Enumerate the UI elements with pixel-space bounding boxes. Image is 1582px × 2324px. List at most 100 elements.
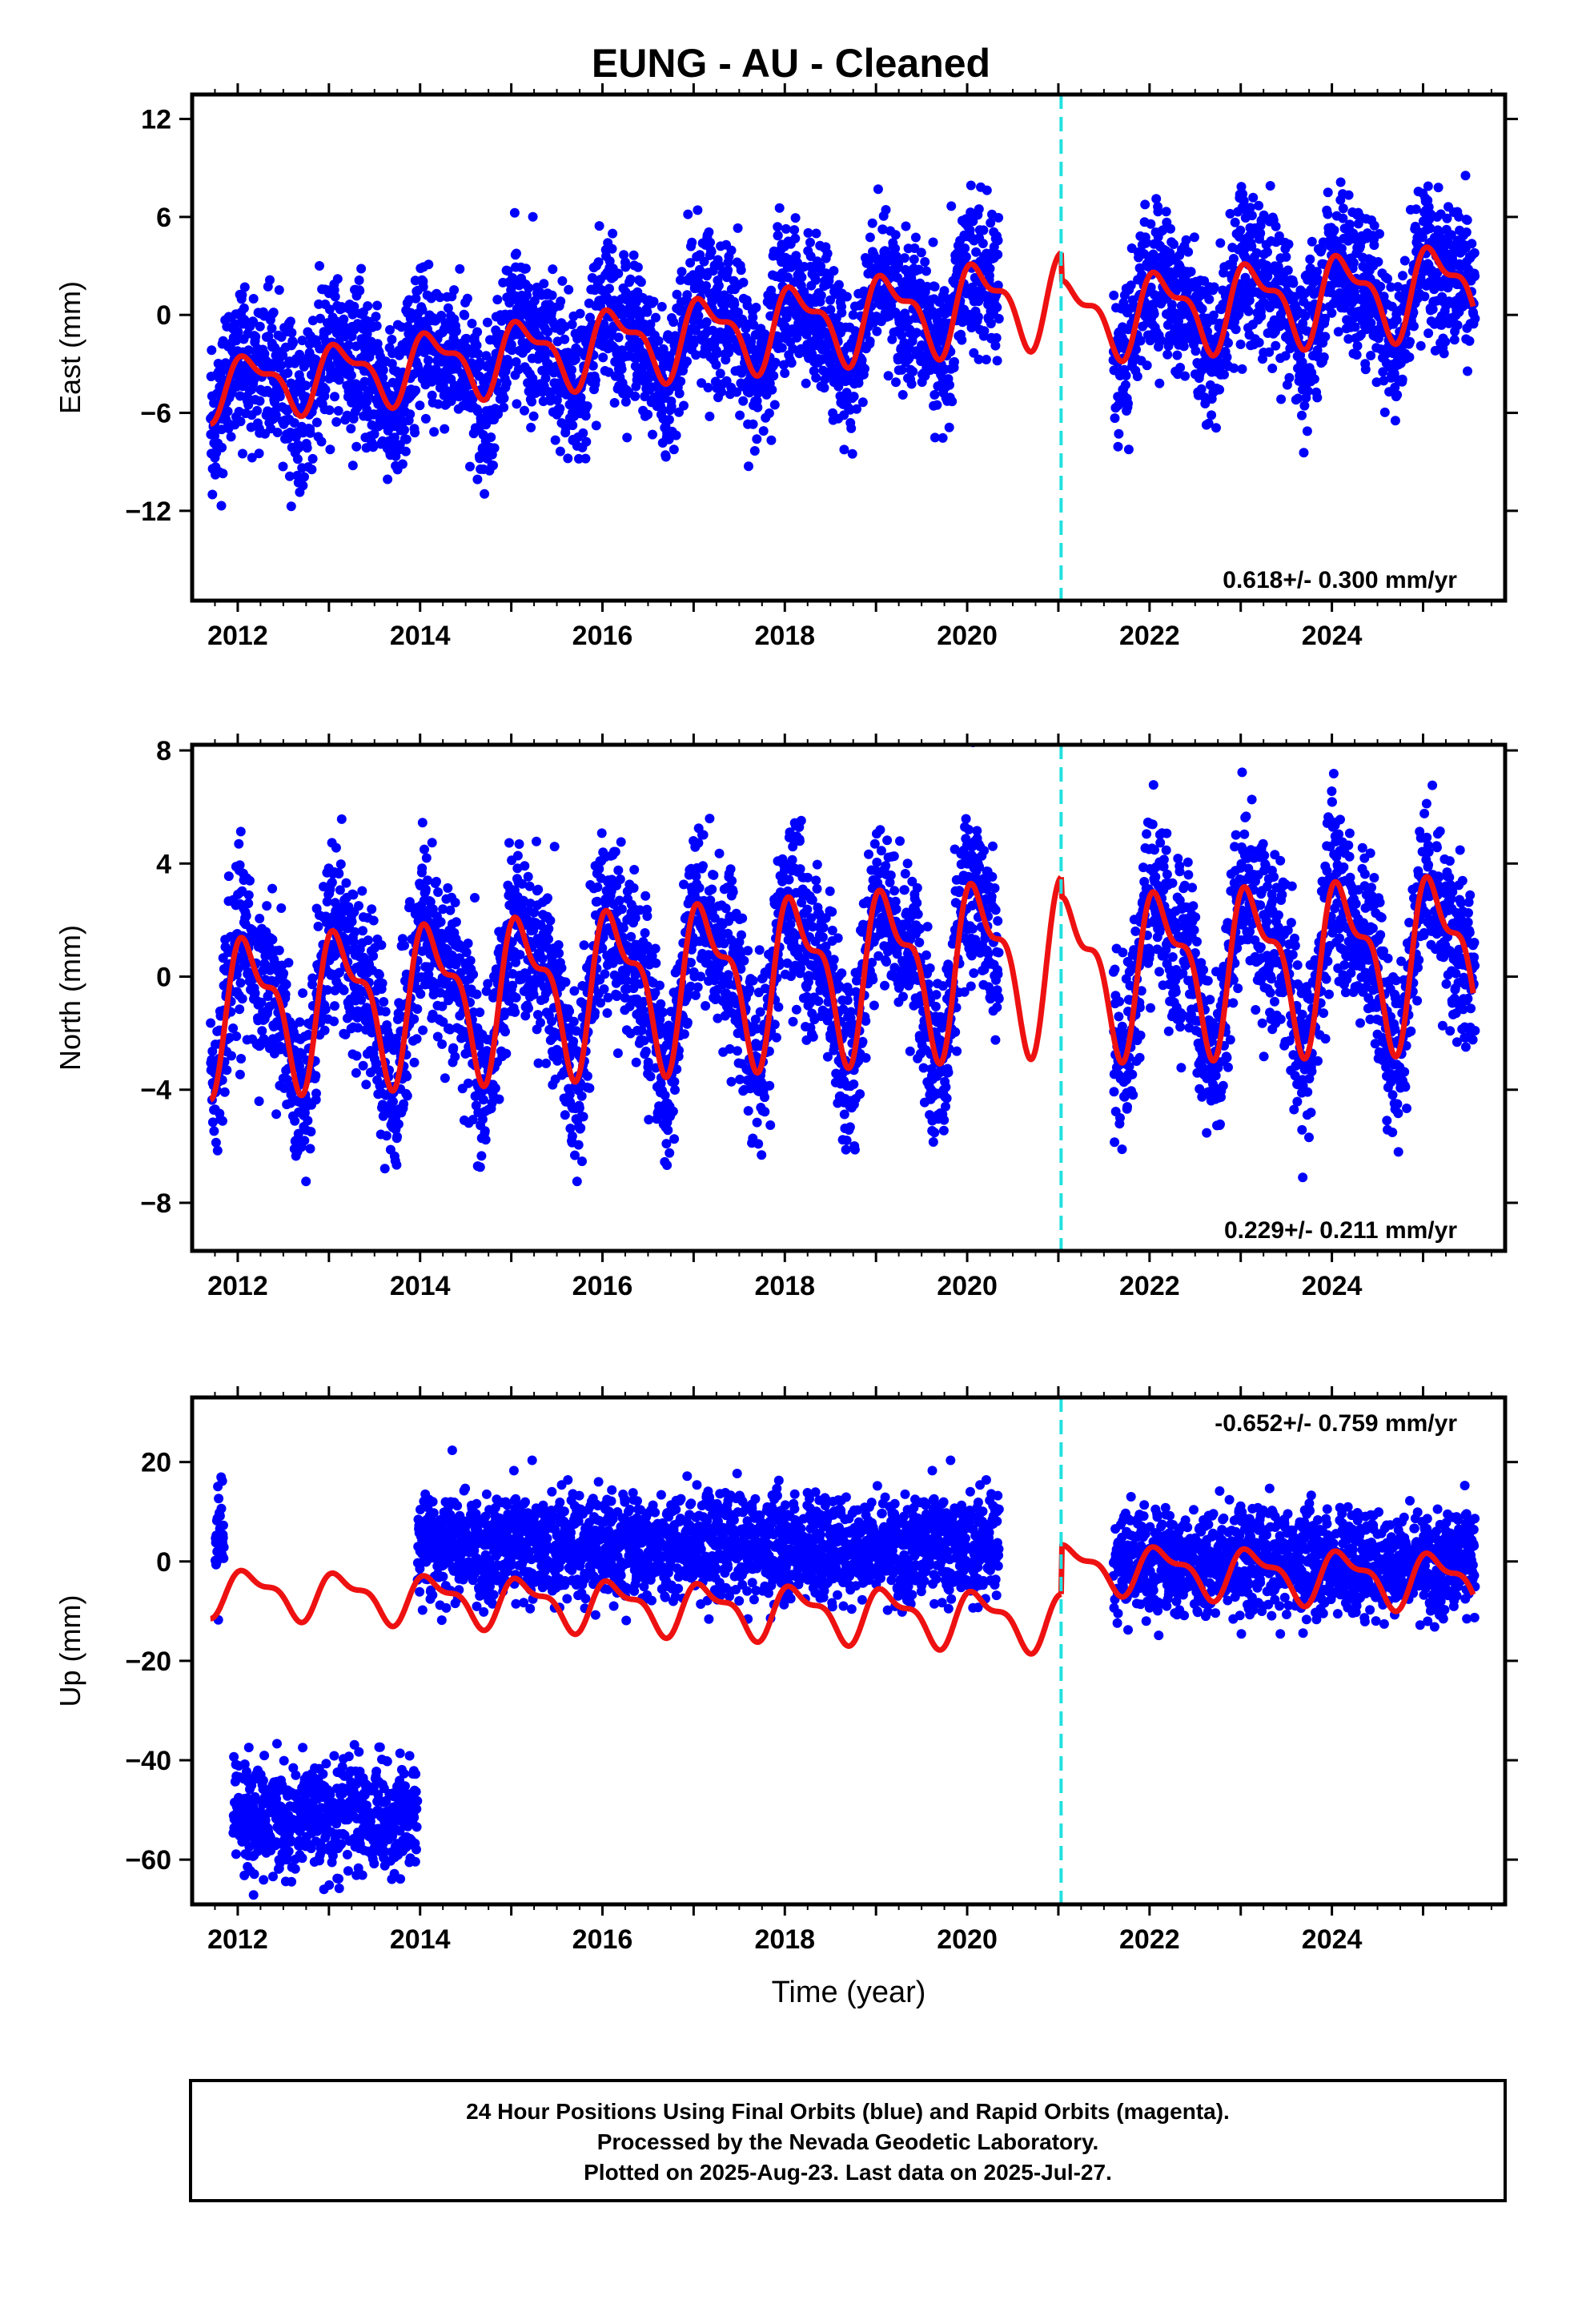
data-point xyxy=(748,312,758,323)
data-point xyxy=(1343,190,1354,200)
data-point xyxy=(254,1096,264,1107)
data-point xyxy=(348,890,359,900)
data-point xyxy=(957,335,967,345)
data-point xyxy=(368,915,379,926)
data-point xyxy=(1405,336,1415,347)
data-point xyxy=(932,400,942,410)
data-point xyxy=(1302,426,1312,436)
data-point xyxy=(399,1099,409,1109)
data-point xyxy=(801,378,811,388)
data-point xyxy=(400,446,411,456)
data-point xyxy=(978,239,988,248)
data-point xyxy=(978,225,989,235)
data-point xyxy=(849,392,859,402)
data-point xyxy=(653,336,664,346)
data-point xyxy=(1461,227,1472,237)
data-point xyxy=(239,315,250,325)
data-point xyxy=(625,274,636,284)
data-point xyxy=(960,243,970,253)
data-point xyxy=(247,452,257,463)
data-point xyxy=(1223,338,1233,348)
data-point xyxy=(822,248,833,259)
data-point xyxy=(411,385,421,396)
data-point xyxy=(1197,304,1207,314)
data-point xyxy=(723,265,733,275)
data-point xyxy=(704,227,714,237)
data-point xyxy=(286,501,296,512)
data-point xyxy=(223,871,234,882)
data-point xyxy=(751,303,761,312)
data-point xyxy=(424,259,434,270)
data-point xyxy=(335,859,346,870)
data-point xyxy=(683,209,693,219)
data-point xyxy=(1397,374,1407,384)
data-point xyxy=(243,899,254,909)
data-point xyxy=(803,227,813,238)
data-point xyxy=(233,327,243,337)
data-point xyxy=(1433,183,1443,193)
data-point xyxy=(527,396,537,407)
data-point xyxy=(320,384,331,395)
data-point xyxy=(1312,392,1323,403)
data-point xyxy=(420,844,429,854)
data-point xyxy=(1449,335,1460,345)
data-point xyxy=(693,205,703,215)
data-point xyxy=(272,428,283,437)
data-point xyxy=(347,309,358,320)
data-point xyxy=(1120,380,1130,390)
data-point xyxy=(588,360,598,371)
data-point xyxy=(209,1126,219,1136)
data-point xyxy=(797,272,807,283)
data-point xyxy=(1186,267,1196,277)
data-point xyxy=(415,400,425,411)
data-point xyxy=(986,218,996,228)
data-point xyxy=(237,290,247,300)
data-point xyxy=(674,388,685,399)
data-point xyxy=(769,371,779,381)
data-point xyxy=(218,468,228,479)
data-point xyxy=(616,364,627,374)
data-point xyxy=(966,207,976,218)
data-point xyxy=(701,317,712,328)
data-point xyxy=(1244,296,1255,306)
data-point xyxy=(528,211,538,222)
data-point xyxy=(550,435,560,445)
data-point xyxy=(1460,171,1471,181)
data-point xyxy=(857,397,868,408)
data-point xyxy=(930,432,940,443)
data-point xyxy=(235,391,245,401)
data-point xyxy=(916,247,926,258)
data-point xyxy=(301,1176,311,1187)
data-point xyxy=(733,308,743,317)
data-point xyxy=(1463,366,1472,376)
data-point xyxy=(872,326,882,336)
data-point xyxy=(297,336,307,346)
data-point xyxy=(1230,217,1240,227)
data-point xyxy=(1320,332,1331,342)
data-point xyxy=(336,814,347,824)
data-point xyxy=(295,1017,305,1027)
data-point xyxy=(489,443,500,453)
data-point xyxy=(749,446,760,456)
data-point xyxy=(897,330,907,340)
data-point xyxy=(965,225,975,235)
data-point xyxy=(429,427,440,437)
data-point xyxy=(1243,306,1254,316)
data-point xyxy=(397,459,408,469)
position-points xyxy=(206,171,1480,512)
data-point xyxy=(346,370,356,380)
data-point xyxy=(281,979,291,990)
data-point xyxy=(436,311,447,320)
data-point xyxy=(657,405,668,416)
data-point xyxy=(1319,352,1329,362)
data-point xyxy=(307,464,317,475)
data-point xyxy=(1245,203,1255,213)
data-point xyxy=(748,419,758,429)
data-point xyxy=(1123,398,1133,408)
data-point xyxy=(381,1131,391,1141)
data-point xyxy=(950,356,959,367)
data-point xyxy=(564,284,574,295)
data-point xyxy=(786,358,797,368)
data-point xyxy=(1373,257,1383,267)
data-point xyxy=(1121,371,1131,380)
